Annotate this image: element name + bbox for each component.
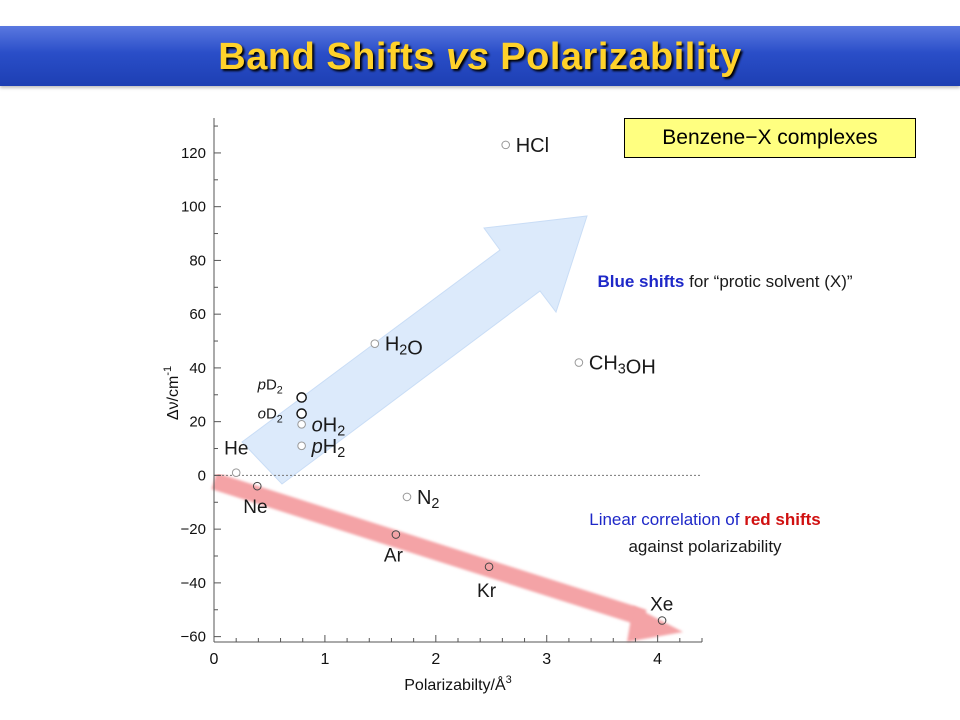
label-subscript: 2 [277,384,283,396]
label-part: H [385,334,399,356]
blue-shift-arrow [241,215,588,485]
label-subscript: 2 [431,496,439,512]
label-part: O [407,338,423,360]
x-axis-label-sup: 3 [506,674,512,686]
x-tick-label: 4 [653,651,662,668]
title-part1: Band Shifts [218,36,446,78]
label-part: CH [589,353,618,375]
point-kr [484,562,494,572]
label-part: Ne [243,497,267,518]
point-label-ar: Ar [384,546,404,567]
point-ar [391,530,401,539]
label-part: Ar [384,546,404,567]
point-hcl [501,140,510,150]
point-label-ch3oh: CH3OH [589,353,656,379]
y-axis-label-text: Δν/cm [165,376,182,420]
red-note-bold: red shifts [744,510,821,529]
title-emph: vs [445,36,490,78]
label-part: He [224,439,248,460]
red-shift-note: Linear correlation of red shifts against… [520,506,890,560]
blue-shift-note: Blue shifts for “protic solvent (X)” [520,272,930,292]
point-label-hcl: HCl [516,135,549,157]
red-shift-arrow [211,472,683,642]
x-axis-label: Polarizabilty/Å3 [404,674,512,694]
label-prefix: p [257,376,266,393]
blue-note-bold: Blue shifts [597,272,685,291]
x-tick-label: 0 [210,651,219,668]
label-prefix: o [258,406,266,423]
title-bar [0,26,960,86]
label-part: D [266,376,277,393]
label-part: N [417,487,431,509]
label-part: OH [626,357,656,379]
point-ch3oh [574,358,584,367]
y-tick-label: 120 [181,145,206,162]
label-part: D [266,406,277,423]
slide-title: Band Shifts vs Polarizability [0,28,960,86]
y-tick-label: −20 [181,521,206,538]
label-subscript: 2 [277,414,283,426]
point-label-h2o: H2O [385,334,423,360]
point-pd2 [296,392,307,403]
label-subscript: 2 [337,445,345,461]
label-subscript: 3 [618,362,626,378]
label-part: H [323,414,337,436]
point-od2 [296,408,307,419]
point-ne [252,481,262,491]
legend-box: Benzene−X complexes [624,118,916,158]
point-label-ne: Ne [243,497,267,518]
x-axis-label-text: Polarizabilty/Å [404,675,506,694]
point-n2 [402,492,412,502]
legend-label: Benzene−X complexes [662,126,878,149]
point-label-oh2: oH2 [312,414,346,439]
point-he [231,468,241,478]
data-points [231,140,667,625]
point-label-he: He [224,439,248,460]
y-tick-label: 20 [189,414,206,431]
point-label-ph2: pH2 [311,436,346,461]
y-tick-label: 40 [189,360,206,377]
point-label-n2: N2 [417,487,439,512]
label-subscript: 2 [399,343,407,359]
y-tick-label: −60 [181,629,206,646]
label-part: HCl [516,135,549,157]
point-label-od2: oD2 [258,406,283,426]
y-tick-label: 80 [189,252,206,269]
y-axis-label-sup: -1 [162,366,174,376]
point-xe [657,616,667,625]
point-label-pd2: pD2 [257,376,283,396]
label-part: Kr [477,581,497,602]
label-prefix: p [311,436,323,458]
y-tick-label: 60 [189,306,206,323]
y-tick-label: 0 [198,467,206,484]
y-axis-label: Δν/cm-1 [162,366,182,420]
x-tick-label: 3 [542,651,551,668]
label-subscript: 2 [337,423,345,439]
label-part: H [323,436,337,458]
title-part2: Polarizability [489,36,742,78]
point-oh2 [297,420,306,429]
y-tick-label: −40 [181,575,206,592]
point-label-xe: Xe [650,595,673,616]
point-label-kr: Kr [477,581,497,602]
x-tick-label: 1 [320,651,329,668]
red-note-line2: against polarizability [628,537,782,556]
label-part: Xe [650,595,673,616]
label-prefix: o [312,414,323,436]
red-note-prefix: Linear correlation of [589,510,745,529]
point-ph2 [297,441,306,451]
x-tick-label: 2 [431,651,440,668]
y-tick-label: 100 [181,199,206,216]
point-h2o [370,339,380,349]
blue-note-rest: for “protic solvent (X)” [684,272,853,291]
axes: −60 −40 −20 0 20 40 60 80 100 120 0 1 2 3 4 Polarizabil… [162,118,703,694]
